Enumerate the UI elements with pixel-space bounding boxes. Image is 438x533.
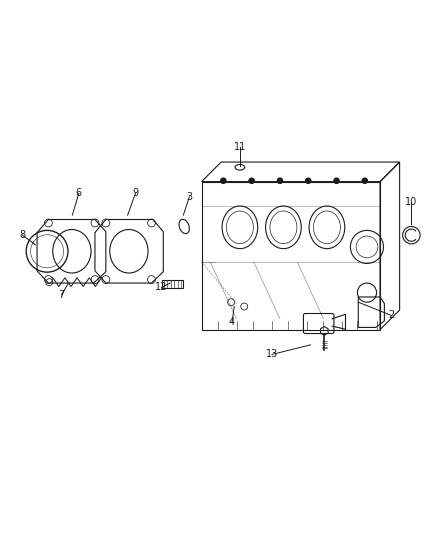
Circle shape — [277, 178, 283, 183]
Text: 4: 4 — [229, 317, 235, 327]
Text: 6: 6 — [76, 188, 82, 198]
Text: 9: 9 — [132, 188, 138, 198]
Circle shape — [334, 178, 339, 183]
Text: 3: 3 — [186, 192, 192, 202]
Text: 12: 12 — [155, 282, 168, 293]
Circle shape — [249, 178, 254, 183]
Circle shape — [306, 178, 311, 183]
Circle shape — [221, 178, 226, 183]
Text: 2: 2 — [388, 310, 394, 320]
Text: 8: 8 — [19, 230, 25, 240]
Text: 7: 7 — [58, 290, 64, 300]
Circle shape — [362, 178, 367, 183]
Text: 10: 10 — [405, 197, 417, 207]
Text: 11: 11 — [234, 142, 246, 152]
Text: 13: 13 — [266, 350, 278, 359]
